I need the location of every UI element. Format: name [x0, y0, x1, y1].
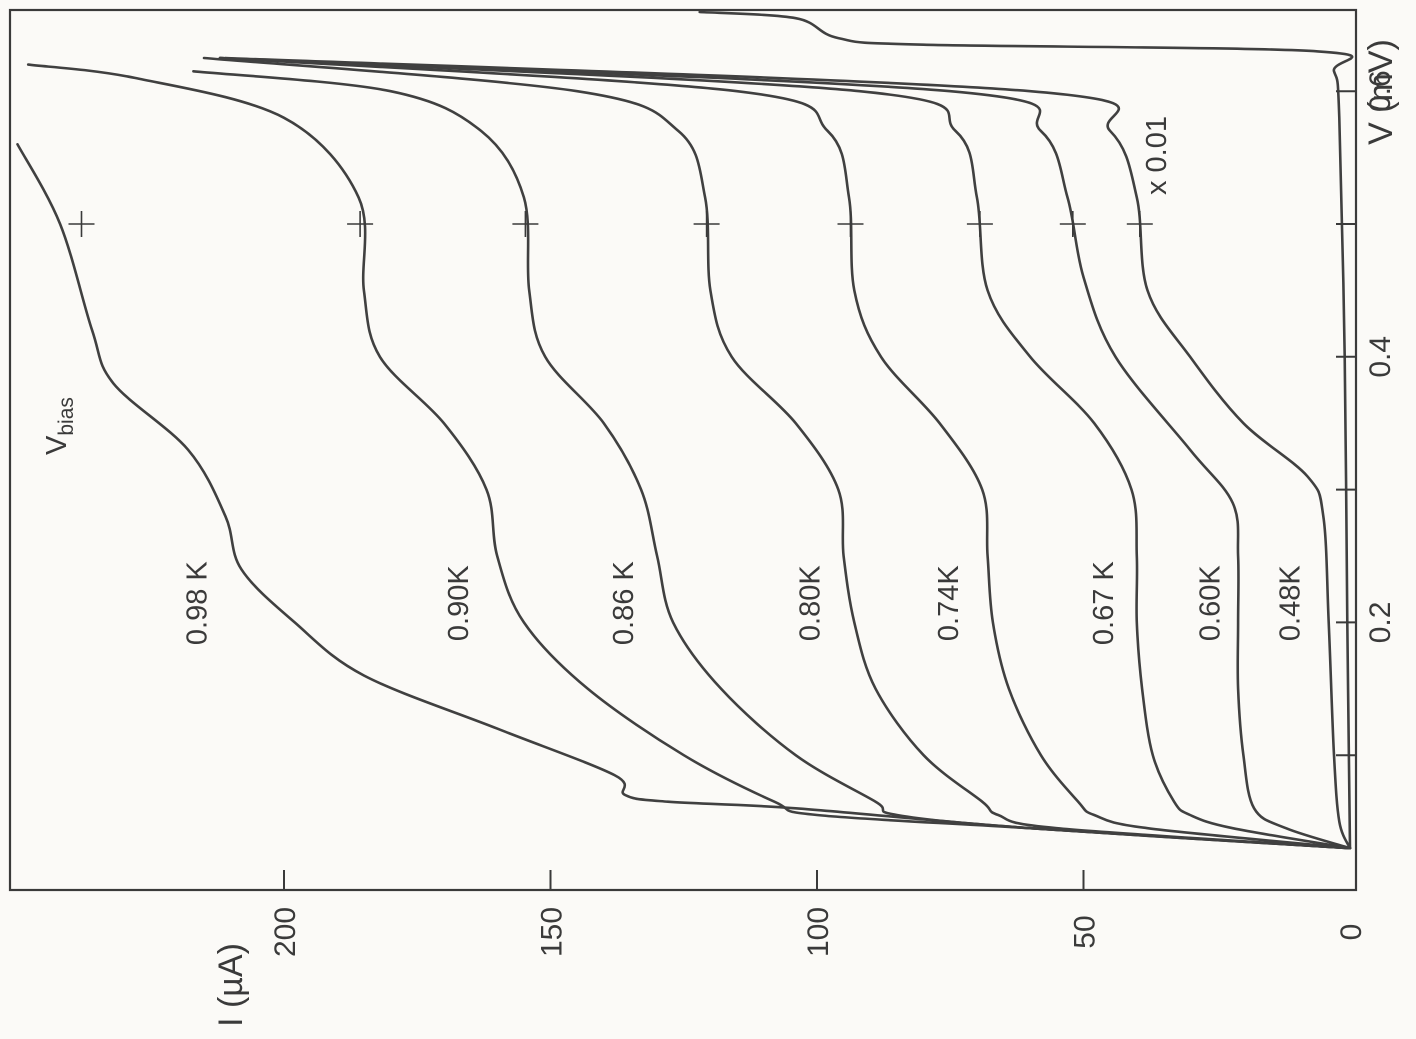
series-line-0-74k [218, 56, 1352, 850]
vbias-label: Vbias [41, 397, 78, 455]
labels-layer: 0.98 K 0.90K 0.86 K 0.80K 0.74K 0.67 K 0.60K 0.… [182, 70, 1397, 957]
y-tick-label: 200 [269, 907, 302, 957]
curves-layer [16, 10, 1354, 850]
x-axis-label: V (mV) [1362, 39, 1400, 145]
series-label: 0.74K [933, 565, 965, 641]
series-label: 0.86 K [608, 561, 640, 645]
x-tick-label: 0.6 [1364, 70, 1397, 112]
series-line-0-48k [224, 56, 1352, 850]
series-line-0-86-k [192, 70, 1352, 850]
series-label: 0.98 K [182, 561, 214, 645]
plot-frame [8, 8, 1358, 892]
y-axis-label: I (µA) [212, 943, 250, 1027]
series-label: 0.90K [443, 565, 475, 641]
y-tick-label: 100 [802, 907, 835, 957]
series-label: 0.67 K [1088, 561, 1120, 645]
series-label: 0.60K [1194, 565, 1226, 641]
x-tick-label: 0.2 [1364, 602, 1397, 644]
annotation-layer: Vbias x 0.01 I (µA) V (mV) [41, 39, 1400, 1027]
series-line-scaled [698, 10, 1354, 850]
series-line-0-98-k [16, 143, 1352, 850]
series-line-0-90k [26, 63, 1352, 850]
series-label: 0.80K [795, 565, 827, 641]
series-line-0-60k [218, 56, 1352, 850]
y-tick-label: 0 [1335, 924, 1368, 941]
scale-factor-note: x 0.01 [1141, 116, 1173, 195]
series-label: 0.48K [1274, 565, 1306, 641]
vbias-subscript: bias [55, 397, 78, 436]
x-tick-label: 0.4 [1364, 336, 1397, 378]
series-line-0-80k [202, 56, 1352, 850]
y-tick-label: 150 [536, 907, 569, 957]
y-tick-label: 50 [1069, 915, 1102, 948]
ticks-layer [283, 90, 1356, 890]
series-line-0-67-k [218, 56, 1352, 850]
